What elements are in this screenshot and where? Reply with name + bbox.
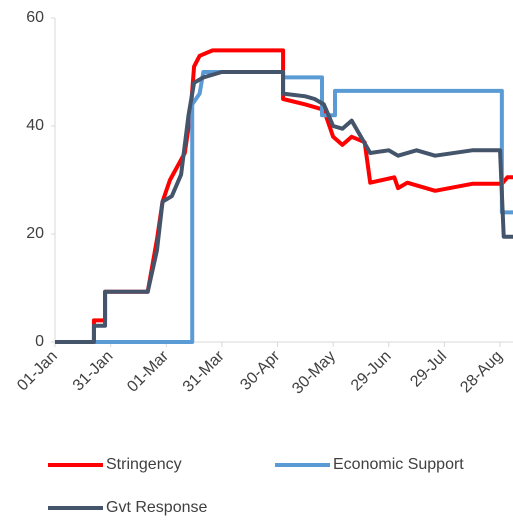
x-tick-label: 01-Jan [14,348,61,395]
y-tick-label: 20 [26,225,44,242]
legend-label: Stringency [106,456,182,473]
series-line [55,70,513,344]
x-tick-label: 31-Mar [180,347,228,395]
x-tick-label: 30-Apr [237,347,283,393]
y-tick-label: 0 [35,333,44,350]
y-tick-label: 40 [26,117,44,134]
x-tick-label: 30-May [289,348,339,398]
x-tick-label: 28-Aug [457,348,506,397]
x-tick-label: 01-Mar [124,347,172,395]
legend-label: Gvt Response [106,499,207,516]
x-tick-label: 29-Jun [348,348,395,395]
legend-label: Economic Support [333,456,464,473]
x-tick-label: 29-Jul [407,348,450,391]
x-tick-label: 31-Jan [70,348,117,395]
y-tick-label: 60 [26,9,44,26]
series-line [55,70,513,344]
